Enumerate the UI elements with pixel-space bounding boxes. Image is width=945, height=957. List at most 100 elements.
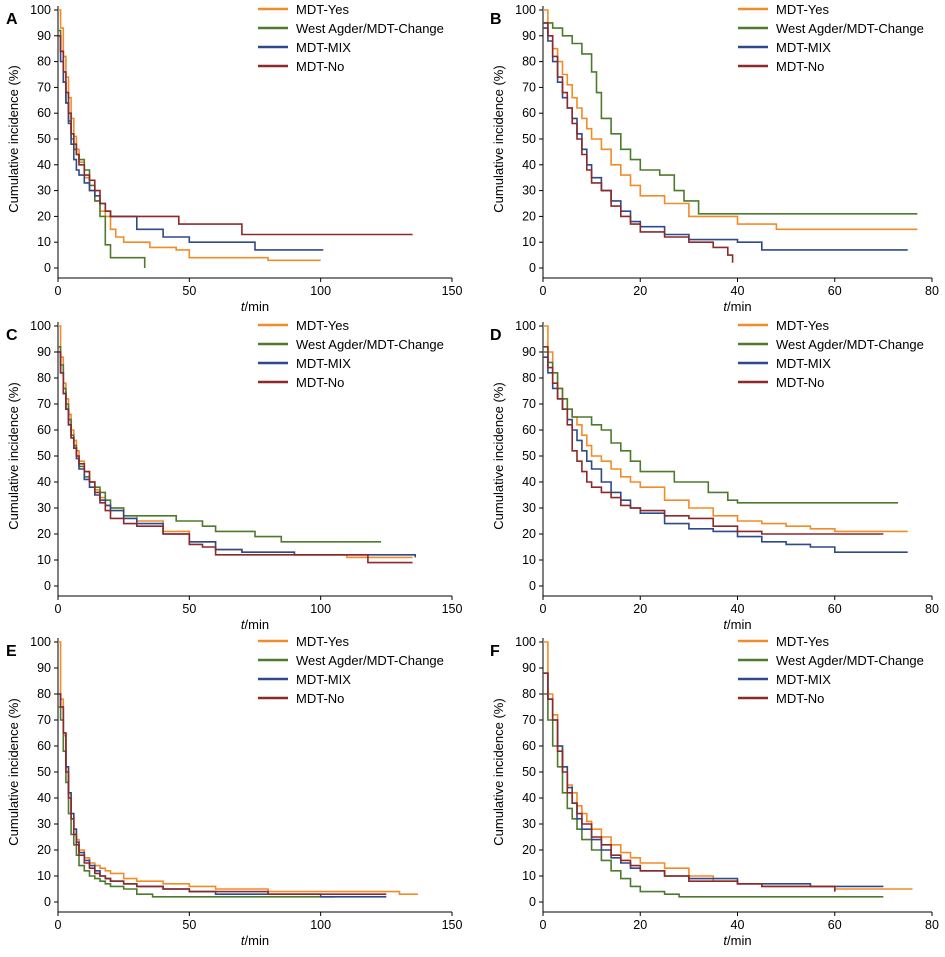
- x-tick-label: 80: [925, 602, 939, 616]
- legend-label: MDT-No: [296, 59, 344, 74]
- y-tick-label: 30: [37, 184, 51, 198]
- y-tick-label: 10: [37, 553, 51, 567]
- series-line-west-agder: [543, 351, 898, 504]
- y-tick-label: 90: [522, 345, 536, 359]
- panel-letter: E: [6, 643, 17, 660]
- y-tick-label: 70: [522, 80, 536, 94]
- panel-letter: D: [490, 327, 502, 344]
- panel-f: 0 10 20 30 40 50 60 70 80 90 100 0 20 40 60 80 t/min Cumu…: [490, 634, 939, 948]
- y-tick-label: 20: [522, 209, 536, 223]
- x-tick-label: 20: [633, 602, 647, 616]
- y-tick-label: 0: [44, 895, 51, 909]
- y-tick-label: 40: [37, 475, 51, 489]
- legend-label: MDT-MIX: [776, 40, 831, 55]
- y-axis-title: Cumulative incidence (%): [6, 698, 21, 845]
- x-tick-label: 0: [540, 918, 547, 932]
- legend-label: MDT-Yes: [776, 634, 829, 649]
- panel-letter: B: [490, 11, 502, 28]
- x-tick-label: 150: [442, 918, 463, 932]
- legend-label: MDT-No: [776, 691, 824, 706]
- x-tick-label: 60: [828, 602, 842, 616]
- x-tick-label: 0: [55, 284, 62, 298]
- y-tick-label: 20: [37, 843, 51, 857]
- y-tick-label: 20: [522, 527, 536, 541]
- legend-label: MDT-No: [776, 59, 824, 74]
- y-tick-label: 10: [522, 553, 536, 567]
- panel-letter: F: [490, 643, 500, 660]
- legend-label: MDT-MIX: [296, 672, 351, 687]
- series-line-west-agder: [58, 706, 334, 898]
- panel-b: 0 10 20 30 40 50 60 70 80 90 100 0 20 40 60 80 t/min Cumu…: [490, 2, 939, 314]
- series-line-west-agder: [58, 29, 146, 268]
- series-line-mdt-yes: [543, 9, 918, 231]
- x-tick-label: 60: [828, 284, 842, 298]
- x-tick-label: 100: [310, 284, 331, 298]
- y-axis-title: Cumulative incidence (%): [6, 65, 21, 212]
- series-line-mdt-yes: [58, 325, 413, 559]
- panel-a: 0 10 20 30 40 50 60 70 80 90 100 0 50 100 150 t/min Cumu…: [6, 2, 462, 314]
- series-line-west-agder: [543, 22, 918, 215]
- y-tick-label: 40: [37, 791, 51, 805]
- x-tick-label: 150: [442, 284, 463, 298]
- y-tick-label: 70: [522, 713, 536, 727]
- y-tick-label: 0: [529, 895, 536, 909]
- x-axis-title: t/min: [723, 617, 751, 632]
- legend-label: West Agder/MDT-Change: [296, 21, 444, 36]
- y-tick-label: 10: [37, 869, 51, 883]
- legend-label: MDT-Yes: [776, 2, 829, 17]
- legend-label: MDT-MIX: [296, 40, 351, 55]
- y-tick-label: 80: [522, 687, 536, 701]
- series-line-mdt-no: [58, 351, 413, 564]
- y-tick-label: 100: [30, 635, 51, 649]
- y-tick-label: 50: [37, 132, 51, 146]
- series-line-mdt-mix: [543, 356, 908, 553]
- legend-label: West Agder/MDT-Change: [296, 337, 444, 352]
- x-tick-label: 80: [925, 284, 939, 298]
- x-tick-label: 0: [540, 284, 547, 298]
- y-tick-label: 100: [30, 319, 51, 333]
- y-tick-label: 80: [37, 687, 51, 701]
- y-axis-title: Cumulative incidence (%): [491, 382, 506, 529]
- series-line-mdt-mix: [543, 672, 884, 888]
- y-tick-label: 40: [37, 158, 51, 172]
- y-tick-label: 90: [37, 661, 51, 675]
- legend-label: MDT-MIX: [776, 672, 831, 687]
- y-tick-label: 10: [37, 235, 51, 249]
- series-line-mdt-mix: [58, 693, 387, 898]
- legend-label: MDT-Yes: [296, 318, 349, 333]
- y-tick-label: 30: [522, 184, 536, 198]
- y-axis-title: Cumulative incidence (%): [491, 698, 506, 845]
- series-line-west-agder: [543, 693, 884, 898]
- legend-label: MDT-Yes: [296, 2, 349, 17]
- x-tick-label: 0: [540, 602, 547, 616]
- y-tick-label: 10: [522, 869, 536, 883]
- x-axis-title: t/min: [723, 299, 751, 314]
- y-tick-label: 50: [522, 449, 536, 463]
- y-tick-label: 70: [37, 713, 51, 727]
- y-tick-label: 50: [37, 765, 51, 779]
- y-tick-label: 40: [522, 158, 536, 172]
- legend-label: MDT-No: [296, 691, 344, 706]
- y-tick-label: 100: [515, 635, 536, 649]
- y-tick-label: 90: [522, 661, 536, 675]
- series-line-mdt-yes: [543, 641, 913, 890]
- x-tick-label: 40: [731, 918, 745, 932]
- series-line-mdt-no: [543, 672, 836, 892]
- x-tick-label: 50: [182, 284, 196, 298]
- y-tick-label: 80: [37, 371, 51, 385]
- series-line-mdt-no: [58, 693, 387, 895]
- y-tick-label: 20: [522, 843, 536, 857]
- x-tick-label: 80: [925, 918, 939, 932]
- x-axis-title: t/min: [241, 617, 269, 632]
- legend: MDT-Yes West Agder/MDT-Change MDT-MIX MDT-N…: [258, 634, 444, 706]
- y-tick-label: 70: [37, 397, 51, 411]
- y-tick-label: 0: [44, 261, 51, 275]
- y-tick-label: 50: [522, 765, 536, 779]
- x-tick-label: 100: [310, 602, 331, 616]
- series-line-mdt-mix: [58, 35, 324, 251]
- y-tick-label: 70: [522, 397, 536, 411]
- legend-label: MDT-Yes: [296, 634, 349, 649]
- x-axis-title: t/min: [241, 299, 269, 314]
